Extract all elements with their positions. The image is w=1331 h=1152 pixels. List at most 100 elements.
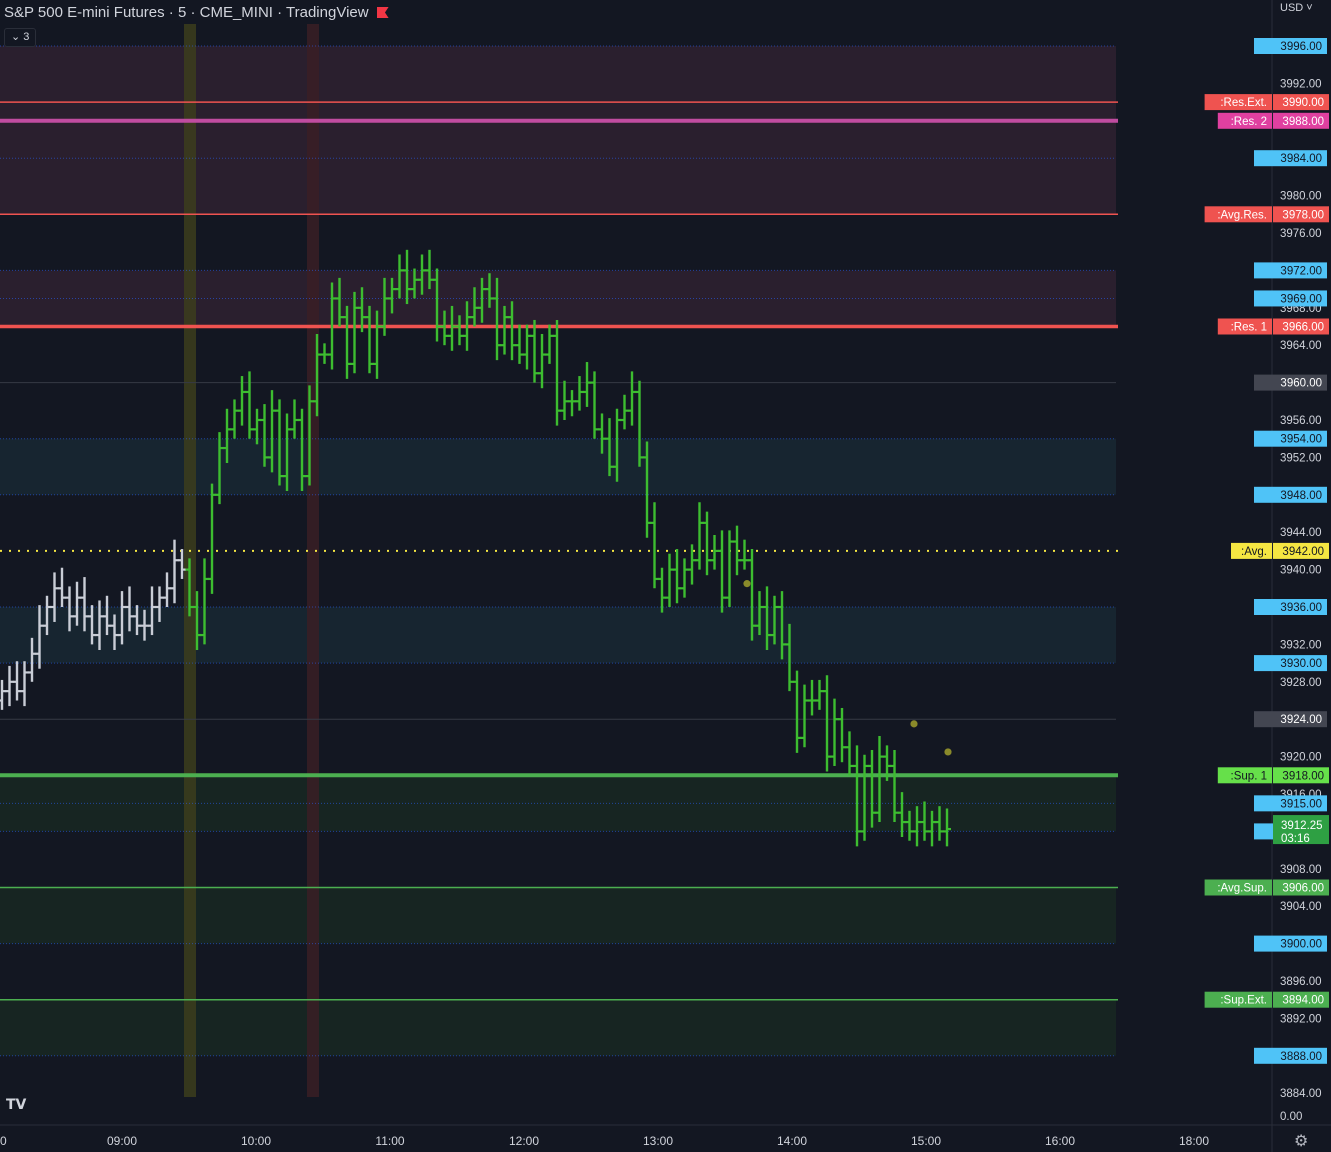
price-tick-label: 3908.00 xyxy=(1280,864,1322,876)
level-name-badge-bg xyxy=(1231,542,1272,559)
tradingview-logo-icon[interactable]: TV xyxy=(6,1097,27,1113)
last-price-bg xyxy=(1273,815,1329,845)
ohlc-bar xyxy=(635,380,644,467)
time-tick-label: 0 xyxy=(0,1134,7,1148)
ohlc-bar xyxy=(545,324,554,364)
price-tick-label: 3932.00 xyxy=(1280,639,1322,651)
gear-icon[interactable]: ⚙ xyxy=(1294,1131,1309,1150)
time-tick-label: 15:00 xyxy=(911,1134,941,1148)
price-tick-label: 3964.00 xyxy=(1280,340,1322,352)
chart-title-text: S&P 500 E-mini Futures · 5 · CME_MINI · … xyxy=(4,4,369,21)
ohlc-bar xyxy=(185,558,194,617)
time-tick-label: 13:00 xyxy=(643,1134,673,1148)
time-tick-label: 10:00 xyxy=(241,1134,271,1148)
time-tick-label: 16:00 xyxy=(1045,1134,1075,1148)
ohlc-bar xyxy=(73,581,81,626)
ohlc-bar xyxy=(800,684,809,748)
ohlc-bar xyxy=(530,319,539,383)
ohlc-bar xyxy=(245,371,254,439)
ohlc-bar xyxy=(358,287,366,333)
ohlc-bar xyxy=(605,418,614,477)
level-lines xyxy=(0,101,1118,1001)
price-tick-label: 3940.00 xyxy=(1280,565,1322,577)
grid-price-badge-bg xyxy=(1254,290,1327,307)
grid-price-badge: 3972.00 xyxy=(1280,265,1322,277)
ohlc-bar xyxy=(883,745,891,781)
chart-title: S&P 500 E-mini Futures · 5 · CME_MINI · … xyxy=(4,4,389,21)
level-value-badge-bg xyxy=(1273,879,1329,896)
ohlc-bar xyxy=(380,277,389,336)
grid-price-badge: 3936.00 xyxy=(1280,602,1322,614)
level-name-badge: :Res. 1 xyxy=(1231,322,1267,334)
grid-price-badge-bg xyxy=(1254,599,1327,615)
price-tick-label: 3944.00 xyxy=(1280,527,1322,539)
ohlc-bars xyxy=(0,249,951,847)
last-price-countdown: 03:16 xyxy=(1281,833,1310,845)
ohlc-bar xyxy=(20,661,29,707)
ohlc-bar xyxy=(725,530,734,607)
flag-icon[interactable] xyxy=(376,7,389,18)
price-axis: 3992.003980.003976.003968.003964.003956.… xyxy=(1280,78,1322,1123)
ohlc-bar xyxy=(875,736,884,823)
ohlc-bar xyxy=(350,291,359,374)
ohlc-bar xyxy=(290,399,299,439)
indicator-collapse-button[interactable]: ⌄ 3 xyxy=(4,28,37,47)
ohlc-bar xyxy=(208,483,216,594)
level-value-badge-bg xyxy=(1273,767,1329,784)
ohlc-bar xyxy=(860,754,869,841)
ohlc-bar xyxy=(748,549,756,641)
ohlc-bar xyxy=(373,310,381,379)
ohlc-bar xyxy=(275,399,284,486)
grid-price-badge: 3930.00 xyxy=(1280,658,1322,670)
ohlc-bar xyxy=(433,268,441,342)
ohlc-bar xyxy=(118,591,126,645)
grid-price-badge-bg xyxy=(1254,38,1327,54)
level-band xyxy=(0,46,1116,215)
level-value-badge-bg xyxy=(1273,112,1329,129)
grid-price-badge-bg xyxy=(1254,486,1327,503)
level-name-badge: :Res.Ext. xyxy=(1220,97,1267,109)
ohlc-bar xyxy=(95,600,104,651)
ohlc-bar xyxy=(673,549,681,604)
price-tick-label: 3892.00 xyxy=(1280,1013,1322,1025)
grid-price-badge-bg xyxy=(1254,430,1327,447)
ohlc-bar xyxy=(403,249,411,305)
ohlc-bar xyxy=(905,810,914,841)
ohlc-bar xyxy=(808,679,816,716)
ohlc-bar xyxy=(590,371,599,439)
ohlc-bar xyxy=(215,432,224,505)
level-band xyxy=(0,999,1116,1056)
currency-label: USD xyxy=(1280,2,1304,14)
ohlc-bar xyxy=(508,301,516,361)
ohlc-bar xyxy=(628,371,636,426)
ohlc-bar xyxy=(365,305,374,374)
ohlc-bar xyxy=(425,249,434,290)
ohlc-bar xyxy=(680,558,689,598)
level-value-badge-bg xyxy=(1273,991,1329,1008)
level-value-badge: 3918.00 xyxy=(1282,770,1324,782)
ohlc-bar xyxy=(283,413,291,492)
price-tick-label: 3956.00 xyxy=(1280,415,1322,427)
level-value-badge-bg xyxy=(1273,542,1329,559)
level-value-badge: 3906.00 xyxy=(1282,883,1324,895)
grid-price-badge: 3900.00 xyxy=(1280,939,1322,951)
level-name-badge-bg xyxy=(1204,879,1272,896)
signal-dot xyxy=(743,580,751,588)
level-price-badge: 3924.00 xyxy=(1280,714,1322,726)
last-price-value: 3912.25 xyxy=(1281,820,1323,832)
ohlc-bar xyxy=(200,558,209,645)
level-value-badge: 3990.00 xyxy=(1282,97,1324,109)
ohlc-bar xyxy=(13,661,21,701)
grid-price-badge: 3948.00 xyxy=(1280,490,1322,502)
level-band xyxy=(0,607,1116,664)
ohlc-bar xyxy=(815,679,824,710)
level-value-badge: 3942.00 xyxy=(1282,546,1324,558)
grid-price-badge: 3996.00 xyxy=(1280,41,1322,53)
ohlc-bar xyxy=(823,675,831,772)
ohlc-bar xyxy=(148,586,156,636)
ohlc-bar xyxy=(500,305,509,355)
ohlc-bar xyxy=(133,605,141,636)
currency-selector[interactable]: USD ˅ xyxy=(1280,2,1313,14)
ohlc-bar xyxy=(898,792,906,838)
